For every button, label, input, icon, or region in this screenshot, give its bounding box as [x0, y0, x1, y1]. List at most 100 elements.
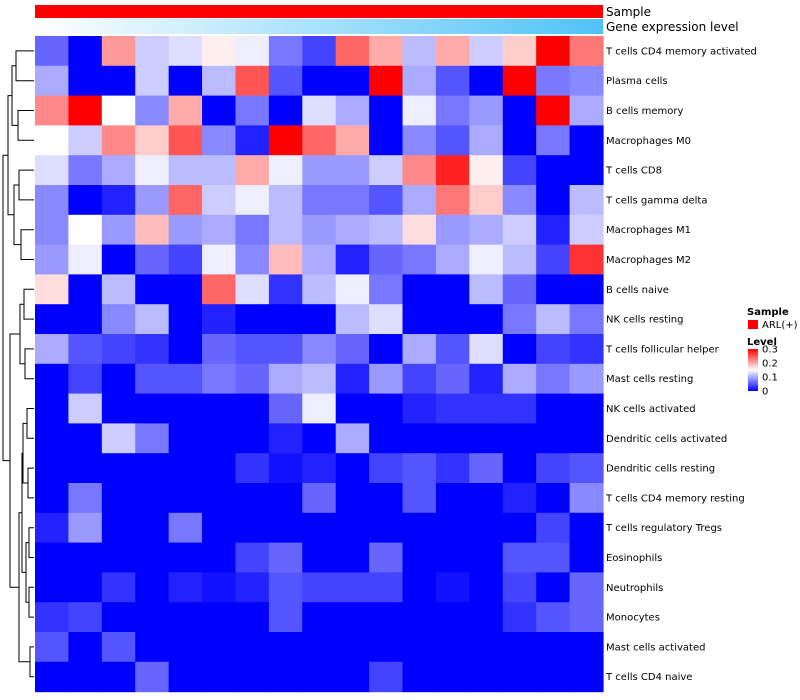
- heatmap-cell: [302, 155, 337, 186]
- heatmap-cell: [268, 542, 303, 573]
- heatmap-cell: [435, 423, 470, 454]
- heatmap-cell: [536, 661, 571, 693]
- heatmap-cell: [569, 274, 604, 305]
- heatmap-cell: [569, 304, 604, 335]
- row-label: Plasma cells: [606, 76, 668, 87]
- row-label: T cells CD4 memory activated: [605, 46, 757, 57]
- heatmap-cell: [469, 512, 504, 544]
- heatmap-cell: [402, 661, 437, 693]
- heatmap-cell: [536, 36, 571, 67]
- heatmap-cell: [168, 632, 203, 663]
- heatmap-cell: [369, 155, 404, 186]
- heatmap-cell: [68, 393, 103, 424]
- heatmap-cell: [35, 65, 70, 97]
- heatmap-cell: [335, 393, 370, 424]
- dendrogram-branch: [24, 348, 34, 380]
- heatmap-cell: [536, 214, 571, 246]
- heatmap-cell: [302, 661, 337, 693]
- heatmap-cell: [502, 274, 537, 305]
- heatmap-cell: [469, 125, 504, 156]
- heatmap-cell: [35, 572, 70, 603]
- heatmap-cell: [369, 304, 404, 335]
- heatmap-cell: [235, 155, 270, 186]
- heatmap-cell: [202, 274, 237, 305]
- row-labels: T cells CD4 memory activated Plasma cells…: [605, 46, 757, 683]
- heatmap-cell: [569, 95, 604, 126]
- heatmap-cell: [235, 36, 270, 67]
- heatmap-cell: [168, 214, 203, 246]
- heatmap-cell: [469, 214, 504, 246]
- heatmap-cell: [536, 65, 571, 97]
- heatmap-cell: [168, 244, 203, 275]
- heatmap-cell: [168, 393, 203, 424]
- heatmap-cell: [235, 602, 270, 633]
- heatmap-cell: [435, 65, 470, 97]
- heatmap-cell: [101, 274, 136, 305]
- heatmap-cell: [35, 185, 70, 216]
- heatmap-cell: [168, 483, 203, 514]
- heatmap-cell: [202, 304, 237, 335]
- heatmap-cell: [101, 453, 136, 484]
- row-label: NK cells activated: [606, 404, 696, 415]
- heatmap-cell: [402, 393, 437, 424]
- heatmap-cell: [502, 483, 537, 514]
- heatmap-cell: [35, 602, 70, 633]
- row-label: T cells CD8: [605, 166, 662, 177]
- heatmap-cell: [135, 453, 170, 484]
- heatmap-cell: [369, 36, 404, 67]
- heatmap-cell: [402, 185, 437, 216]
- heatmap-cell: [268, 512, 303, 544]
- heatmap-cell: [536, 125, 571, 156]
- heatmap-cell: [135, 483, 170, 514]
- row-label: T cells CD4 naive: [605, 672, 692, 683]
- heatmap-cell: [435, 36, 470, 67]
- heatmap-cell: [335, 125, 370, 156]
- heatmap-cell: [536, 95, 571, 126]
- heatmap-cell: [68, 602, 103, 633]
- heatmap-cell: [68, 632, 103, 663]
- heatmap-cell: [369, 453, 404, 484]
- heatmap-cell: [302, 363, 337, 395]
- heatmap-cell: [302, 602, 337, 633]
- heatmap-cell: [335, 36, 370, 67]
- heatmap-cell: [469, 95, 504, 126]
- legend-sample-entry: ARL(+): [762, 320, 798, 331]
- heatmap-cell: [135, 125, 170, 156]
- heatmap-cell: [268, 602, 303, 633]
- heatmap-cell: [135, 185, 170, 216]
- heatmap-cell: [35, 304, 70, 335]
- heatmap-cell: [68, 244, 103, 275]
- heatmap-cell: [569, 393, 604, 424]
- heatmap-cell: [569, 125, 604, 156]
- heatmap-cell: [502, 244, 537, 275]
- heatmap-cell: [268, 423, 303, 454]
- heatmap-cell: [502, 632, 537, 663]
- heatmap-cell: [369, 661, 404, 693]
- heatmap-cell: [469, 602, 504, 633]
- heatmap-cell: [469, 155, 504, 186]
- heatmap-cell: [335, 453, 370, 484]
- heatmap-cell: [268, 453, 303, 484]
- heatmap-cell: [402, 244, 437, 275]
- heatmap-cell: [268, 304, 303, 335]
- heatmap-cell: [235, 274, 270, 305]
- heatmap-cell: [101, 125, 136, 156]
- heatmap-cell: [335, 185, 370, 216]
- heatmap-cell: [35, 274, 70, 305]
- heatmap-cell: [469, 632, 504, 663]
- heatmap-cell: [536, 304, 571, 335]
- heatmap-cell: [135, 393, 170, 424]
- heatmap-cell: [502, 453, 537, 484]
- heatmap-cell: [235, 512, 270, 544]
- heatmap-cell: [536, 632, 571, 663]
- heatmap-cell: [569, 65, 604, 97]
- heatmap-cell: [569, 572, 604, 603]
- heatmap-cell: [302, 572, 337, 603]
- row-label: Macrophages M0: [606, 136, 691, 147]
- heatmap-cell: [68, 274, 103, 305]
- heatmap-cell: [536, 363, 571, 395]
- heatmap-cell: [168, 363, 203, 395]
- heatmap-cell: [435, 363, 470, 395]
- heatmap-cell: [502, 334, 537, 365]
- heatmap-cell: [469, 453, 504, 484]
